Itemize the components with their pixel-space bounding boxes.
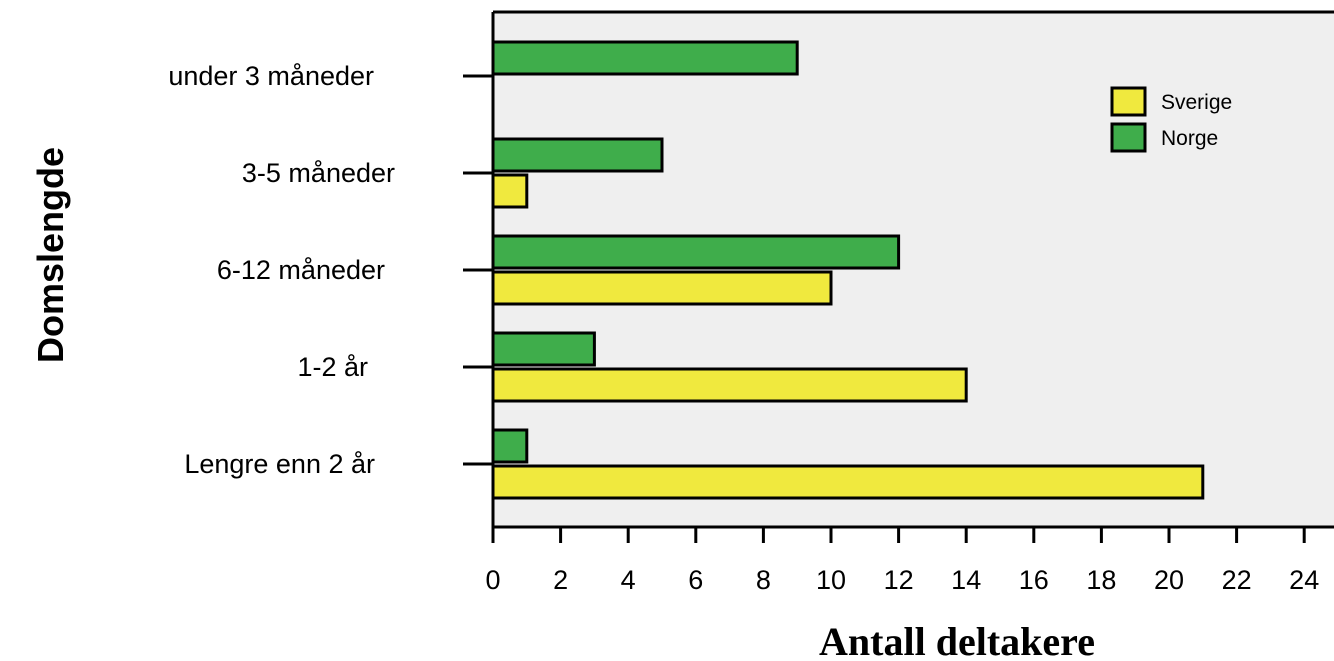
x-tick-labels: 0 2 4 6 8 10 12 14 16 18 20 22 24 (485, 565, 1319, 595)
x-tick-label: 10 (816, 565, 846, 595)
legend-swatch (1110, 122, 1147, 153)
axes-group (463, 10, 1334, 543)
x-tick-label: 0 (485, 565, 500, 595)
category-label: 1-2 år (297, 352, 368, 382)
bar-norge (491, 40, 799, 76)
category-label: Lengre enn 2 år (184, 449, 375, 479)
category-label: 3-5 måneder (242, 158, 395, 188)
category-label: under 3 måneder (168, 61, 374, 91)
legend-swatch (1110, 86, 1147, 117)
x-tick-label: 22 (1222, 565, 1252, 595)
bar-norge (491, 234, 901, 270)
bar-sverige (491, 173, 529, 209)
x-tick-label: 8 (756, 565, 771, 595)
x-tick-label: 4 (621, 565, 636, 595)
bars-group (491, 40, 1205, 500)
x-tick-label: 24 (1289, 565, 1319, 595)
legend-label: Sverige (1161, 91, 1232, 114)
x-tick-label: 20 (1154, 565, 1184, 595)
bar-sverige (491, 367, 968, 403)
x-axis-title: Antall deltakere (819, 619, 1095, 661)
legend: Sverige Norge (1110, 86, 1232, 153)
bar-norge (491, 137, 664, 173)
bar-norge (491, 331, 596, 367)
x-tick-label: 18 (1086, 565, 1116, 595)
bar-norge (491, 428, 529, 464)
x-tick-label: 14 (951, 565, 981, 595)
category-label: 6-12 måneder (217, 255, 385, 285)
y-axis-title: Domslengde (30, 147, 71, 363)
category-labels: under 3 måneder 3-5 måneder 6-12 måneder 1-… (168, 61, 395, 479)
x-tick-label: 6 (688, 565, 703, 595)
x-tick-label: 12 (884, 565, 914, 595)
bar-sverige (491, 464, 1205, 500)
x-tick-label: 2 (553, 565, 568, 595)
x-tick-label: 16 (1019, 565, 1049, 595)
bar-sverige (491, 270, 833, 306)
legend-label: Norge (1161, 127, 1218, 150)
